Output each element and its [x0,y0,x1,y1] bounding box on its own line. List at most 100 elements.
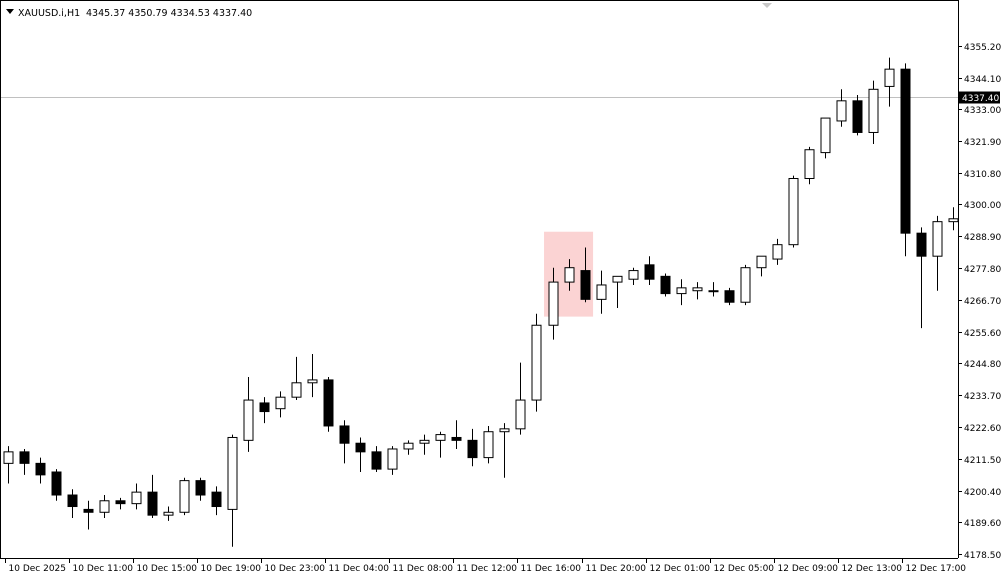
candle[interactable] [692,282,703,300]
candle[interactable] [371,446,382,472]
candle[interactable] [852,95,863,136]
candle[interactable] [756,255,767,277]
candle[interactable] [451,420,462,449]
candle[interactable] [19,448,30,475]
candle-body-bear [19,451,30,464]
time-tick-label: 10 Dec 15:00 [137,564,198,574]
candle[interactable] [868,80,879,144]
candle[interactable] [708,282,719,297]
candle-body-bull [836,100,847,122]
candle[interactable] [67,489,78,519]
time-tick-label: 10 Dec 11:00 [73,564,134,574]
price-tick-label: 4211.50 [964,456,1001,466]
price-tick-label: 4344.10 [964,75,1001,85]
current-price-tag-label: 4337.40 [962,94,999,104]
candle[interactable] [580,247,591,303]
candle-body-bear [451,436,462,441]
candle[interactable] [531,313,542,412]
candle[interactable] [387,446,398,475]
candle[interactable] [83,500,94,530]
candle[interactable] [660,273,671,297]
candle-body-bull [179,480,190,513]
candle-body-bull [612,275,623,283]
price-tick-label: 4333.00 [964,106,1001,116]
candle-body-bear [259,402,270,413]
candle[interactable] [932,215,943,291]
candle[interactable] [419,434,430,455]
candle[interactable] [227,434,238,547]
candle-body-bear [916,232,927,257]
candle-body-bear [339,425,350,444]
candle-body-bear [211,491,222,508]
candle[interactable] [355,437,366,472]
candle[interactable] [836,89,847,127]
time-tick-label: 11 Dec 20:00 [586,564,647,574]
candle-body-bull [243,399,254,441]
candle[interactable] [323,377,334,432]
candle[interactable] [483,425,494,464]
candle[interactable] [724,287,735,306]
price-tick-label: 4266.70 [964,297,1001,307]
candle[interactable] [515,362,526,435]
candle[interactable] [163,506,174,521]
candle[interactable] [147,474,158,519]
candle-body-bull [932,221,943,257]
candle[interactable] [628,267,639,285]
candle-body-bear [115,500,126,505]
candle[interactable] [740,264,751,306]
candle[interactable] [644,256,655,285]
candle[interactable] [339,420,350,464]
candle[interactable] [435,431,446,458]
candle[interactable] [131,483,142,510]
candle-body-bull [692,287,703,292]
candle[interactable] [820,117,831,159]
candle[interactable] [275,391,286,418]
time-tick-label: 10 Dec 2025 [9,564,67,574]
candle[interactable] [804,146,815,185]
candle[interactable] [916,227,927,329]
candle-body-bull [756,255,767,269]
chart-shift-marker-icon[interactable] [762,3,772,8]
chart-header: XAUUSD.i,H1 4345.37 4350.79 4334.53 4337… [6,8,252,19]
candle[interactable] [35,457,46,484]
candle[interactable] [612,275,623,308]
symbol-timeframe: XAUUSD.i,H1 [18,8,80,19]
candle-body-bear [467,439,478,459]
candle-body-bear [147,491,158,516]
price-tick-label: 4355.20 [964,43,1001,53]
candle[interactable] [596,270,607,314]
candle-body-bull [483,431,494,459]
candle[interactable] [51,469,62,501]
price-tick-label: 4277.80 [964,265,1001,275]
candle-body-bull [531,324,542,401]
candle-body-bull [676,287,687,295]
candle[interactable] [259,397,270,424]
candle[interactable] [195,477,206,501]
candle[interactable] [99,495,110,519]
candle[interactable] [548,267,559,340]
time-tick-label: 12 Dec 13:00 [842,564,903,574]
candle[interactable] [788,175,799,248]
candle[interactable] [467,428,478,467]
candle[interactable] [3,446,14,484]
candle[interactable] [499,423,510,478]
candle[interactable] [884,57,895,107]
symbol-dropdown-icon[interactable] [6,9,14,14]
candle[interactable] [115,497,126,510]
candle[interactable] [676,279,687,306]
candle[interactable] [291,356,302,401]
time-tick-label: 11 Dec 16:00 [521,564,582,574]
candle[interactable] [307,354,318,398]
candle[interactable] [243,377,254,452]
candle-body-bull [291,382,302,398]
candle[interactable] [211,486,222,516]
candle-body-bear [51,471,62,496]
candle[interactable] [564,259,575,291]
candle[interactable] [179,477,190,516]
candle[interactable] [403,440,414,455]
price-tick-label: 4189.60 [964,519,1001,529]
candle[interactable] [772,238,783,265]
price-tick-label: 4222.60 [964,424,1001,434]
candle[interactable] [900,63,911,257]
